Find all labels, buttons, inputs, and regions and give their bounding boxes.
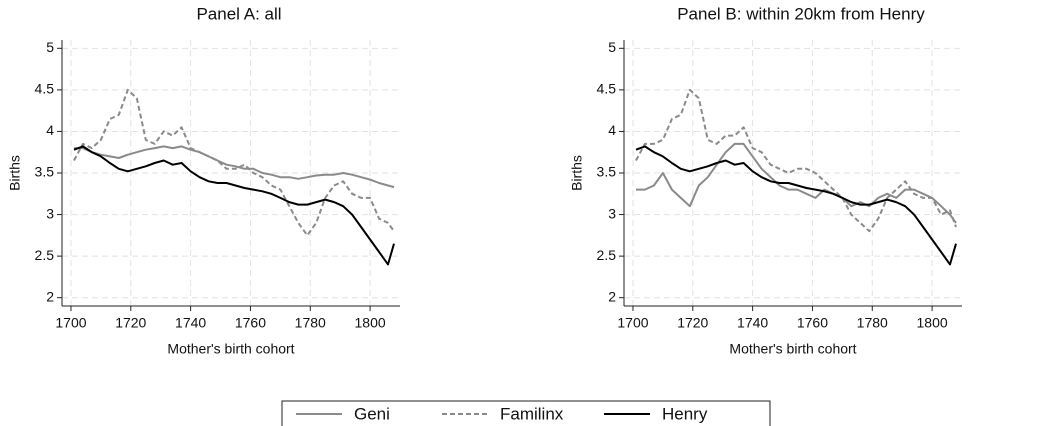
y-axis-label: Births bbox=[7, 155, 23, 191]
x-tick-label: 1740 bbox=[737, 315, 768, 331]
data-line bbox=[74, 145, 395, 189]
data-line bbox=[635, 88, 957, 233]
chart-title: Panel A: all bbox=[196, 4, 281, 23]
x-tick-label: 1700 bbox=[617, 315, 648, 331]
y-tick-label: 4.5 bbox=[35, 81, 55, 97]
x-tick-label: 1780 bbox=[857, 315, 888, 331]
x-tick-label: 1760 bbox=[797, 315, 828, 331]
y-tick-label: 2 bbox=[608, 288, 616, 304]
legend-label: Familinx bbox=[500, 404, 564, 423]
data-line bbox=[73, 88, 395, 237]
x-tick-label: 1800 bbox=[917, 315, 948, 331]
x-tick-label: 1700 bbox=[55, 315, 86, 331]
y-tick-label: 3.5 bbox=[597, 164, 617, 180]
x-tick-label: 1760 bbox=[235, 315, 266, 331]
y-tick-label: 5 bbox=[608, 39, 616, 55]
data-line bbox=[635, 145, 957, 266]
y-tick-label: 4 bbox=[608, 122, 616, 138]
y-tick-label: 2 bbox=[46, 288, 54, 304]
y-tick-label: 3.5 bbox=[35, 164, 55, 180]
x-tick-label: 1720 bbox=[115, 315, 146, 331]
y-tick-label: 3 bbox=[608, 205, 616, 221]
data-line bbox=[73, 145, 395, 266]
y-tick-label: 4 bbox=[46, 122, 54, 138]
data-line bbox=[636, 142, 957, 224]
y-tick-label: 4.5 bbox=[597, 81, 617, 97]
chart-title: Panel B: within 20km from Henry bbox=[677, 4, 925, 23]
x-tick-label: 1720 bbox=[677, 315, 708, 331]
x-axis-label: Mother's birth cohort bbox=[729, 341, 856, 357]
y-axis-label: Births bbox=[569, 155, 585, 191]
y-tick-label: 3 bbox=[46, 205, 54, 221]
y-tick-label: 2.5 bbox=[35, 247, 55, 263]
x-tick-label: 1780 bbox=[295, 315, 326, 331]
y-tick-label: 5 bbox=[46, 39, 54, 55]
x-axis-label: Mother's birth cohort bbox=[167, 341, 294, 357]
x-tick-label: 1800 bbox=[355, 315, 386, 331]
legend-label: Geni bbox=[354, 404, 390, 423]
legend-label: Henry bbox=[662, 404, 708, 423]
x-tick-label: 1740 bbox=[175, 315, 206, 331]
legend-box bbox=[281, 400, 771, 426]
y-tick-label: 2.5 bbox=[597, 247, 617, 263]
